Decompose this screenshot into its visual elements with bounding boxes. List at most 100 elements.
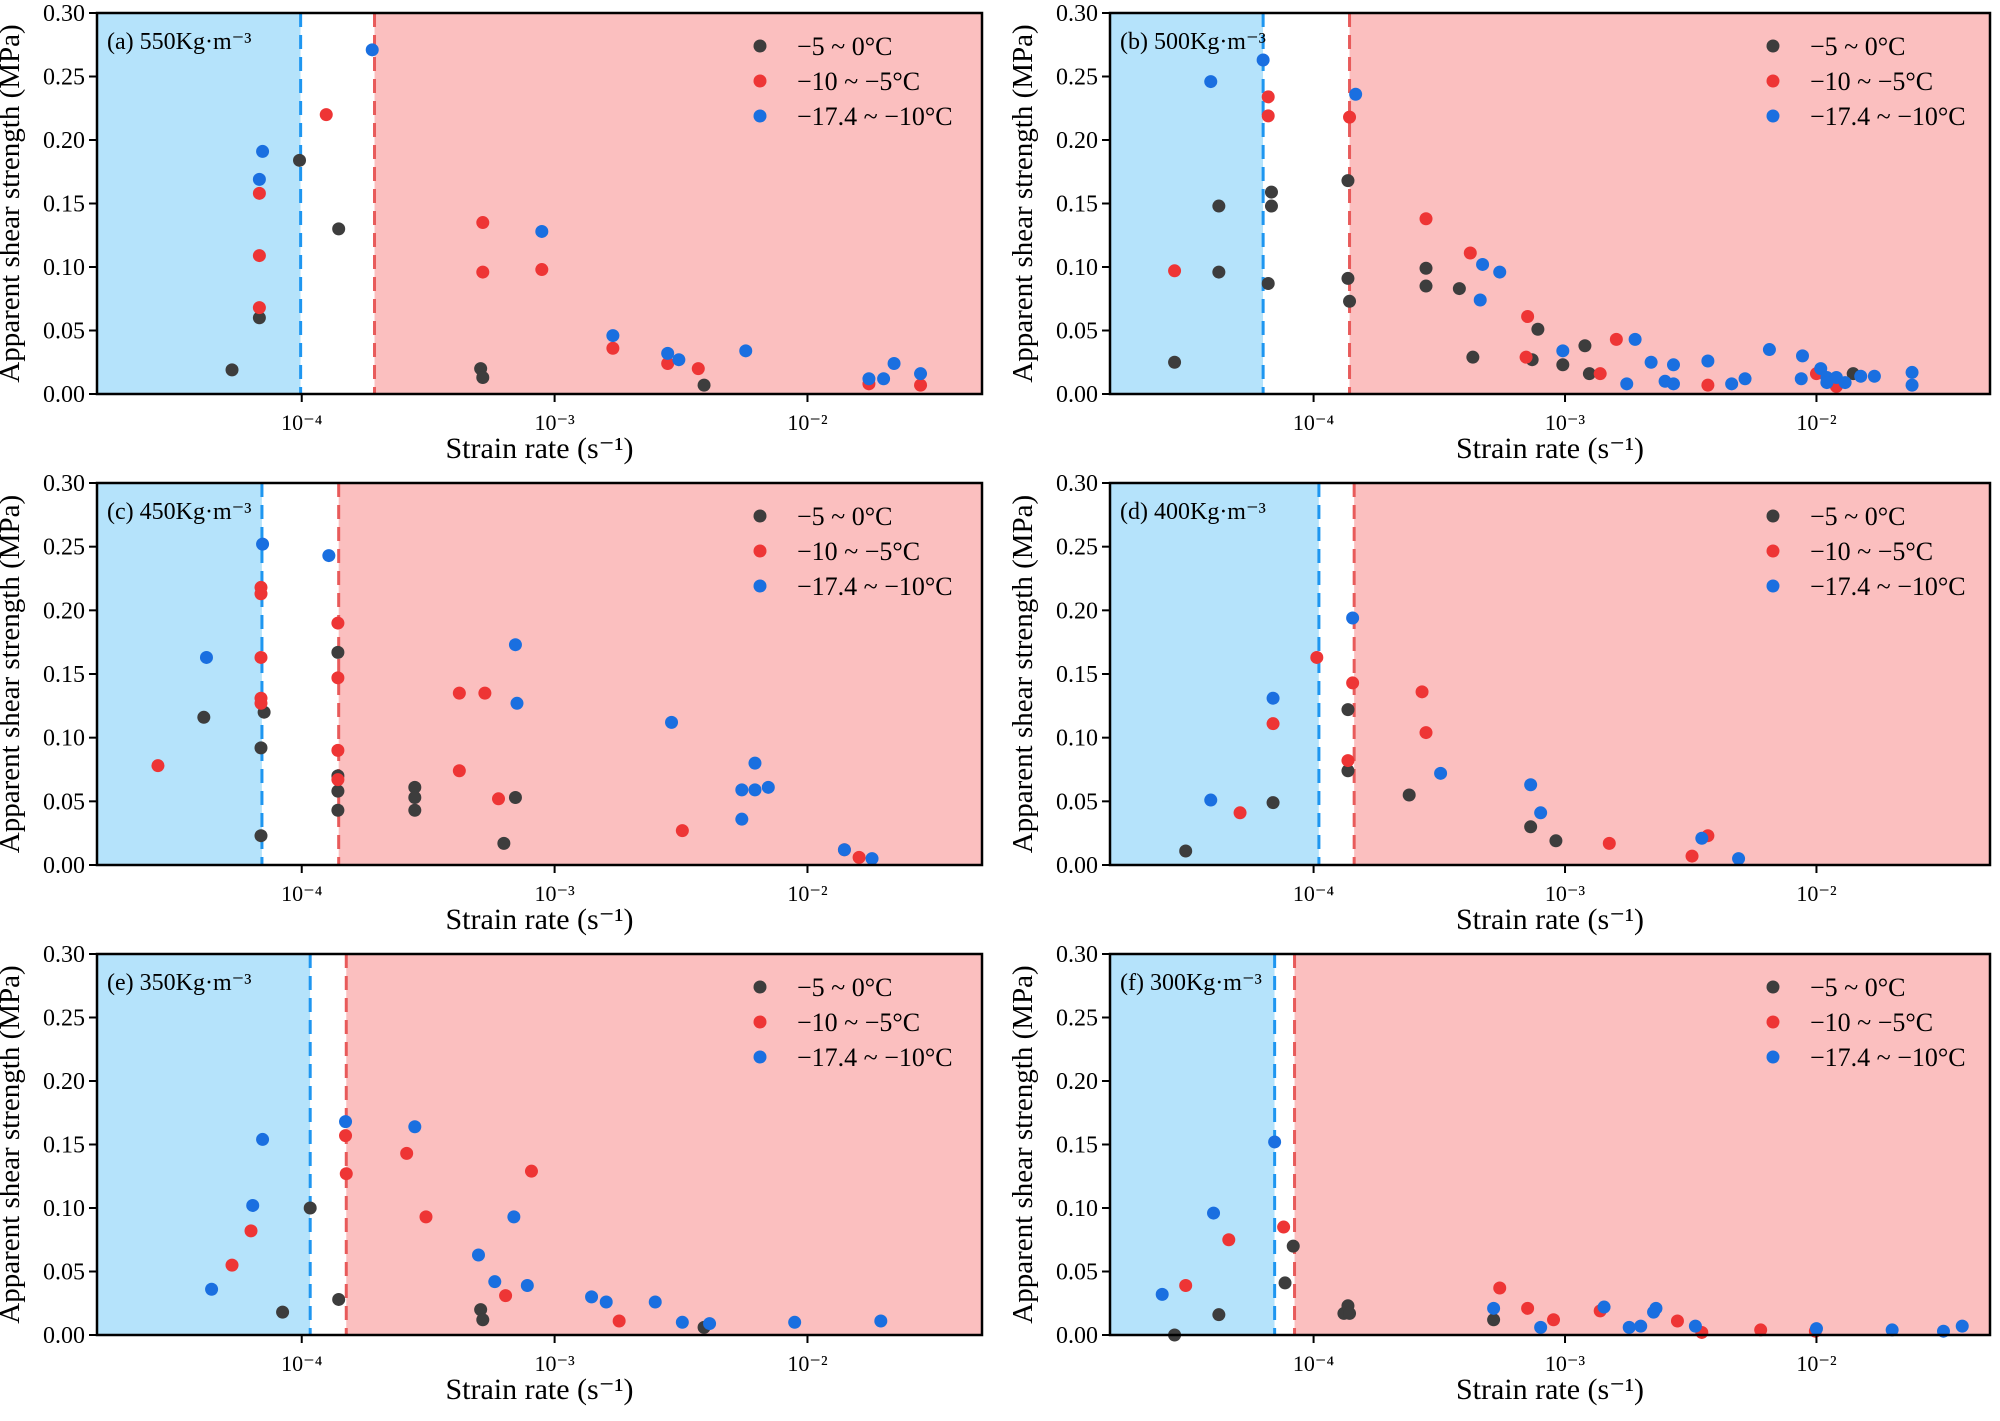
data-point [254, 696, 268, 710]
data-point [1534, 1320, 1548, 1334]
data-point [1341, 764, 1355, 778]
data-point [365, 43, 379, 57]
data-point [735, 783, 749, 797]
legend-marker [753, 980, 767, 994]
data-point [1434, 766, 1448, 780]
y-tick-label: 0.10 [43, 255, 85, 281]
data-point [1168, 355, 1182, 369]
region-high-rate [1354, 483, 1990, 865]
series-0 [1168, 174, 1860, 381]
data-point [331, 773, 345, 787]
y-tick-label: 0.10 [1056, 1196, 1098, 1222]
data-point [648, 1295, 662, 1309]
panel-e: 0.00 0.05 0.10 0.15 0.20 0.25 0.30 10⁻⁴ 10⁻³ 10⁻²… [0, 942, 984, 1406]
series-0 [225, 153, 711, 392]
data-point [739, 344, 753, 358]
y-tick-label: 0.20 [1056, 128, 1098, 154]
y-tick-label: 0.10 [1056, 726, 1098, 752]
x-tick-label: 10⁻³ [1545, 410, 1586, 435]
panel-d: 0.00 0.05 0.10 0.15 0.20 0.25 0.30 10⁻⁴ 10⁻³ 10⁻²… [1007, 471, 1992, 936]
x-axis-label: Strain rate (s⁻¹) [445, 903, 633, 936]
data-point [1341, 703, 1355, 717]
data-point [852, 850, 866, 864]
data-point [877, 372, 891, 386]
data-point [252, 172, 266, 186]
series-0 [1179, 703, 1563, 858]
data-point [1419, 279, 1433, 293]
data-point [1795, 349, 1809, 363]
data-point [675, 1315, 689, 1329]
data-point [256, 537, 270, 551]
legend-marker [1766, 544, 1780, 558]
data-point [1155, 1287, 1169, 1301]
y-tick-label: 0.05 [1056, 319, 1098, 345]
series-1 [1168, 90, 1843, 393]
data-point [661, 357, 675, 371]
data-point [1179, 844, 1193, 858]
legend-marker [1766, 980, 1780, 994]
data-point [1212, 199, 1226, 213]
x-tick-label: 10⁻⁴ [281, 881, 323, 906]
legend-marker [753, 39, 767, 53]
data-point [1695, 831, 1709, 845]
legend-marker [1766, 109, 1780, 123]
legend-label: −10 ~ −5°C [1810, 1008, 1933, 1037]
y-tick-label: 0.10 [43, 1196, 85, 1222]
data-point [419, 1210, 433, 1224]
data-point [672, 353, 686, 367]
data-point [246, 1198, 260, 1212]
x-tick-label: 10⁻³ [534, 410, 575, 435]
data-point [1493, 265, 1507, 279]
series-1 [252, 108, 928, 392]
data-point [1794, 372, 1808, 386]
data-point [1549, 834, 1563, 848]
data-point [476, 216, 490, 230]
data-point [452, 764, 466, 778]
data-point [499, 1289, 513, 1303]
legend-marker [753, 509, 767, 523]
data-point [1955, 1319, 1969, 1333]
y-axis-label: Apparent shear strength (MPa) [0, 495, 26, 853]
data-point [1452, 282, 1466, 296]
panel-label: (b) 500Kg·m⁻³ [1120, 29, 1266, 55]
y-tick-label: 0.00 [43, 382, 85, 408]
data-point [1310, 650, 1324, 664]
data-point [606, 329, 620, 343]
legend-marker [1766, 1015, 1780, 1029]
y-tick-label: 0.10 [1056, 255, 1098, 281]
y-tick-label: 0.20 [43, 1069, 85, 1095]
legend-label: −5 ~ 0°C [797, 32, 892, 61]
data-point [1905, 365, 1919, 379]
data-point [1725, 377, 1739, 391]
legend-marker [1766, 579, 1780, 593]
legend-label: −17.4 ~ −10°C [1810, 572, 1966, 601]
data-point [1256, 53, 1270, 67]
data-point [887, 357, 901, 371]
data-point [1622, 1320, 1636, 1334]
data-point [675, 824, 689, 838]
region-high-rate [346, 954, 982, 1335]
y-tick-label: 0.05 [1056, 789, 1098, 815]
region-transition [1263, 13, 1350, 394]
data-point [331, 743, 345, 757]
data-point [1204, 75, 1218, 89]
data-point [276, 1305, 290, 1319]
data-point [837, 843, 851, 857]
data-point [331, 803, 345, 817]
data-point [339, 1129, 353, 1143]
data-point [520, 1278, 534, 1292]
series-2 [205, 1115, 888, 1331]
y-axis-label: Apparent shear strength (MPa) [1007, 24, 1039, 382]
data-point [1476, 257, 1490, 271]
x-tick-label: 10⁻² [1796, 1351, 1837, 1376]
data-point [1261, 277, 1275, 291]
data-point [862, 372, 876, 386]
legend-marker [1766, 1050, 1780, 1064]
data-point [1341, 174, 1355, 188]
data-point [1620, 377, 1634, 391]
data-point [914, 367, 928, 381]
data-point [1556, 358, 1570, 372]
legend-label: −17.4 ~ −10°C [797, 102, 953, 131]
data-point [252, 249, 266, 263]
data-point [1854, 369, 1868, 383]
